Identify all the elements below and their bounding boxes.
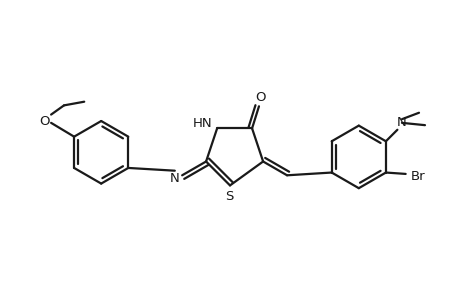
Text: N: N (169, 172, 179, 184)
Text: N: N (396, 116, 406, 129)
Text: Br: Br (410, 170, 425, 183)
Text: HN: HN (192, 117, 212, 130)
Text: O: O (39, 115, 50, 128)
Text: S: S (224, 190, 233, 203)
Text: O: O (255, 91, 265, 103)
